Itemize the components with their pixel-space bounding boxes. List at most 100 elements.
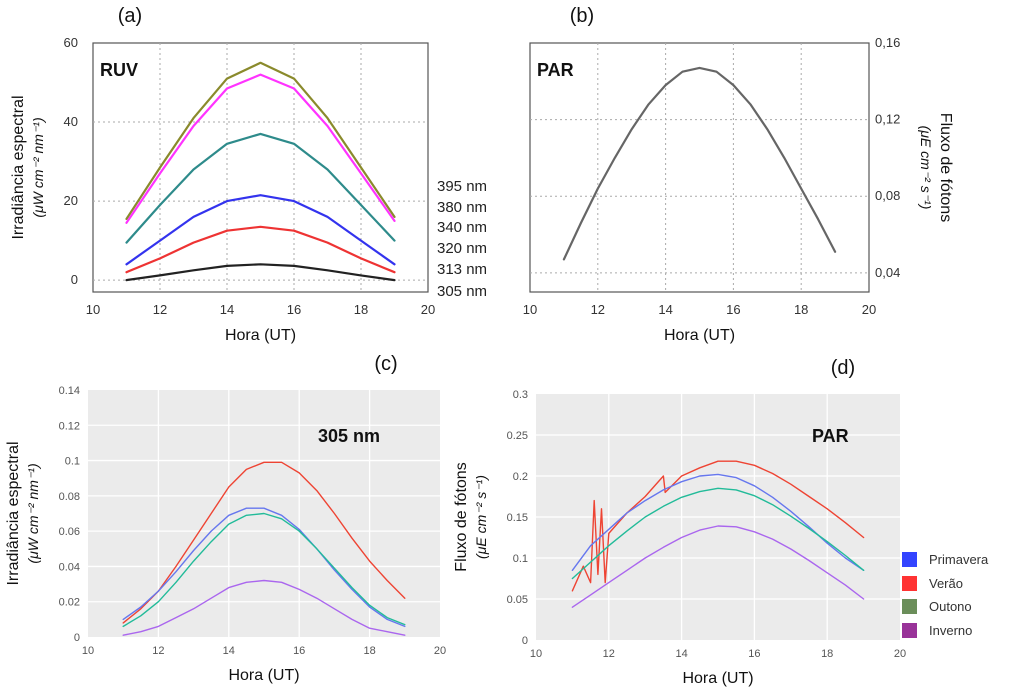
y-tick-label: 0.15 bbox=[507, 512, 528, 524]
inner-label: 305 nm bbox=[318, 426, 380, 446]
panel-c: 10 12 14 16 18 20 0 0.02 0.04 0.06 0.08 0.1 0.12 0.14… bbox=[5, 353, 446, 684]
y-tick-label: 0.08 bbox=[59, 491, 80, 503]
series-line-inverno bbox=[571, 525, 865, 608]
legend-swatch-outono bbox=[902, 599, 917, 615]
panel-b: 10 12 14 16 18 20 0,04 0,08 0,12 0,16 Hora (UT) Flu… bbox=[523, 5, 954, 344]
inner-label: PAR bbox=[812, 426, 849, 446]
y-tick-label: 0.05 bbox=[507, 594, 528, 606]
series-label: 320 nm bbox=[437, 240, 487, 257]
y-tick-label: 0,08 bbox=[875, 188, 900, 203]
y-axis-label-line1: Fluxo de fótons bbox=[937, 113, 954, 222]
y-tick-label: 0.2 bbox=[513, 471, 528, 483]
x-tick-label: 10 bbox=[530, 648, 542, 660]
series-label: 313 nm bbox=[437, 261, 487, 278]
x-tick-label: 20 bbox=[862, 302, 876, 317]
inner-label: RUV bbox=[100, 60, 138, 80]
x-tick-label: 12 bbox=[153, 302, 167, 317]
x-tick-label: 12 bbox=[603, 648, 615, 660]
legend-swatch-inverno bbox=[902, 622, 917, 638]
y-axis-label: Irradiância espectral (μW cm⁻² nm⁻¹) bbox=[5, 441, 41, 585]
y-axis-label-line2: (μE cm⁻² s⁻¹) bbox=[918, 126, 934, 210]
y-axis-label: Irradiância espectral (μW cm⁻² nm⁻¹) bbox=[10, 95, 46, 239]
series-label: 380 nm bbox=[437, 199, 487, 216]
inner-label: PAR bbox=[537, 60, 574, 80]
y-tick-label: 0,16 bbox=[875, 35, 900, 50]
x-tick-label: 16 bbox=[287, 302, 301, 317]
y-tick-label: 0.04 bbox=[59, 561, 80, 573]
y-tick-label: 40 bbox=[64, 114, 78, 129]
y-tick-label: 20 bbox=[64, 193, 78, 208]
x-axis-label: Hora (UT) bbox=[225, 327, 296, 344]
y-tick-label: 0 bbox=[71, 272, 78, 287]
legend-swatch-verao bbox=[902, 575, 917, 591]
y-tick-label: 60 bbox=[64, 35, 78, 50]
x-tick-label: 16 bbox=[726, 302, 740, 317]
y-tick-label: 0,04 bbox=[875, 265, 900, 280]
series-line-313-nm bbox=[125, 225, 396, 274]
x-tick-label: 14 bbox=[675, 648, 687, 660]
y-tick-label: 0.1 bbox=[65, 456, 80, 468]
y-tick-label: 0.06 bbox=[59, 526, 80, 538]
y-axis-label: Fluxo de fótons(μE cm⁻² s⁻¹) bbox=[453, 462, 489, 571]
legend-seasons: Primavera Verão Outono Inverno bbox=[902, 548, 1007, 642]
x-tick-label: 20 bbox=[894, 648, 906, 660]
x-tick-label: 20 bbox=[421, 302, 435, 317]
series-line-340-nm bbox=[125, 132, 396, 244]
legend-swatch-primavera bbox=[902, 552, 917, 568]
series-line-primavera bbox=[122, 507, 406, 628]
series-line-verão bbox=[571, 460, 865, 592]
panel-d: 10 12 14 16 18 20 0 0.05 0.1 0.15 0.2 0.25 0.3 Hora (… bbox=[453, 357, 906, 687]
panel-label: (c) bbox=[374, 353, 397, 375]
x-tick-label: 12 bbox=[152, 645, 164, 657]
y-axis-label: Fluxo de fótons(μE cm⁻² s⁻¹) bbox=[918, 113, 954, 222]
y-tick-label: 0,12 bbox=[875, 112, 900, 127]
series-line-320-nm bbox=[125, 194, 396, 266]
series-line-verão bbox=[122, 461, 406, 624]
x-tick-label: 10 bbox=[86, 302, 100, 317]
series-label: 340 nm bbox=[437, 219, 487, 236]
x-tick-label: 14 bbox=[658, 302, 672, 317]
y-tick-label: 0.1 bbox=[513, 553, 528, 565]
y-axis-label-line1: Fluxo de fótons bbox=[453, 462, 470, 571]
x-tick-label: 12 bbox=[591, 302, 605, 317]
y-axis-label-line1: Irradiância espectral bbox=[10, 95, 27, 239]
legend-label-outono: Outono bbox=[929, 599, 972, 615]
series-label: 395 nm bbox=[437, 178, 487, 195]
y-axis-label-line2: (μW cm⁻² nm⁻¹) bbox=[25, 463, 41, 563]
x-tick-label: 10 bbox=[523, 302, 537, 317]
y-tick-label: 0.3 bbox=[513, 389, 528, 401]
y-axis-label-line2: (μW cm⁻² nm⁻¹) bbox=[30, 117, 46, 217]
panel-label: (a) bbox=[118, 5, 142, 27]
x-tick-label: 18 bbox=[363, 645, 375, 657]
x-tick-label: 18 bbox=[794, 302, 808, 317]
y-tick-label: 0.12 bbox=[59, 420, 80, 432]
x-tick-label: 18 bbox=[821, 648, 833, 660]
y-axis-label-line1: Irradiância espectral bbox=[5, 441, 22, 585]
y-tick-label: 0.25 bbox=[507, 430, 528, 442]
plot-area bbox=[529, 42, 870, 293]
series-line-395-nm bbox=[125, 61, 396, 220]
series-line-outono bbox=[122, 512, 406, 628]
plot-area bbox=[92, 42, 429, 293]
x-axis-label: Hora (UT) bbox=[228, 667, 299, 684]
x-tick-label: 18 bbox=[354, 302, 368, 317]
legend-label-inverno: Inverno bbox=[929, 622, 973, 638]
x-tick-label: 14 bbox=[220, 302, 234, 317]
legend-item-primavera: Primavera bbox=[902, 548, 1007, 572]
panel-label: (b) bbox=[570, 5, 594, 27]
series-line-outono bbox=[571, 487, 865, 580]
x-tick-label: 14 bbox=[223, 645, 235, 657]
y-tick-label: 0.14 bbox=[59, 385, 80, 397]
series-line-305-nm bbox=[125, 263, 396, 282]
x-tick-label: 10 bbox=[82, 645, 94, 657]
legend-item-verao: Verão bbox=[902, 572, 1007, 596]
series-line-380-nm bbox=[125, 73, 396, 224]
series-label: 305 nm bbox=[437, 283, 487, 300]
legend-item-outono: Outono bbox=[902, 595, 1007, 619]
legend-label-verao: Verão bbox=[929, 575, 963, 591]
y-tick-label: 0 bbox=[74, 632, 80, 644]
y-axis-label-line2: (μE cm⁻² s⁻¹) bbox=[473, 475, 489, 559]
legend-item-inverno: Inverno bbox=[902, 619, 1007, 643]
y-tick-label: 0.02 bbox=[59, 597, 80, 609]
x-tick-label: 16 bbox=[748, 648, 760, 660]
